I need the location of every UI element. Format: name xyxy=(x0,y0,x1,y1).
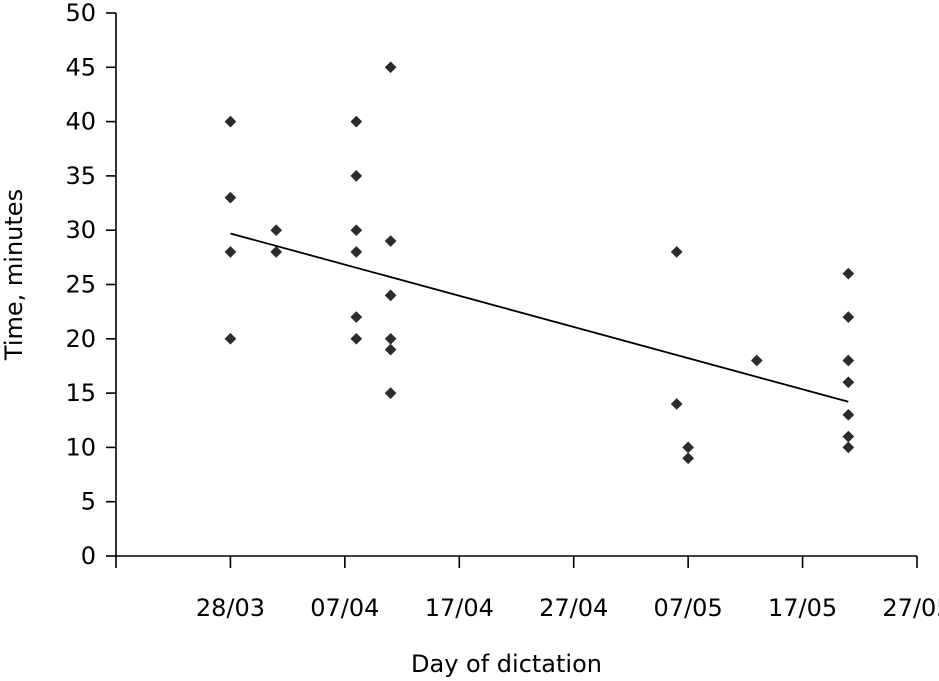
trendline xyxy=(230,232,849,403)
data-point xyxy=(842,408,855,421)
y-tick-label: 5 xyxy=(81,488,96,516)
x-axis-title: Day of dictation xyxy=(411,650,602,678)
data-point xyxy=(224,332,237,345)
x-tick-label: 17/04 xyxy=(425,594,494,622)
data-point xyxy=(384,387,397,399)
y-axis-title: Time, minutes xyxy=(0,189,28,361)
y-tick-label: 0 xyxy=(81,542,96,570)
data-point xyxy=(350,170,363,182)
axes: 0 5 10 15 20 25 30 35 40 45 50 28/03 07/04 17/04 27/04… xyxy=(65,0,939,622)
y-tick-label: 35 xyxy=(65,162,96,190)
data-point xyxy=(270,224,283,237)
data-point xyxy=(384,343,397,356)
data-point xyxy=(224,115,237,128)
trendline-group xyxy=(230,232,849,403)
data-point xyxy=(682,441,694,454)
data-point xyxy=(682,452,694,465)
x-tick-label: 17/05 xyxy=(768,594,837,622)
data-point xyxy=(750,354,763,367)
data-point xyxy=(842,354,855,367)
data-point xyxy=(224,191,237,204)
data-point xyxy=(670,398,683,410)
data-point xyxy=(670,246,683,258)
x-tick-label: 07/04 xyxy=(310,594,379,622)
data-point xyxy=(350,332,363,345)
y-tick-label: 20 xyxy=(65,325,96,353)
y-tick-label: 45 xyxy=(65,53,96,81)
x-tick-label: 07/05 xyxy=(654,594,723,622)
y-tick-label: 10 xyxy=(65,433,96,461)
data-point xyxy=(842,441,855,454)
data-point xyxy=(842,267,855,280)
data-point xyxy=(350,311,363,323)
y-tick-label: 15 xyxy=(65,379,96,407)
data-point xyxy=(350,246,363,258)
y-tick-label: 30 xyxy=(65,216,96,244)
data-point xyxy=(224,246,237,258)
data-point xyxy=(384,289,397,302)
x-tick-label: 27/05 xyxy=(882,594,939,622)
data-point xyxy=(384,332,397,345)
data-point xyxy=(350,115,363,128)
x-tick-label: 27/04 xyxy=(539,594,608,622)
data-point xyxy=(270,246,283,258)
data-point xyxy=(384,235,397,247)
y-tick-label: 25 xyxy=(65,271,96,299)
data-point xyxy=(842,376,855,389)
data-point xyxy=(842,430,855,443)
y-tick-label: 40 xyxy=(65,108,96,136)
data-points xyxy=(224,61,855,465)
data-point xyxy=(384,61,397,74)
y-tick-label: 50 xyxy=(65,0,96,27)
data-point xyxy=(842,311,855,323)
x-tick-label: 28/03 xyxy=(196,594,265,622)
data-point xyxy=(350,224,363,237)
